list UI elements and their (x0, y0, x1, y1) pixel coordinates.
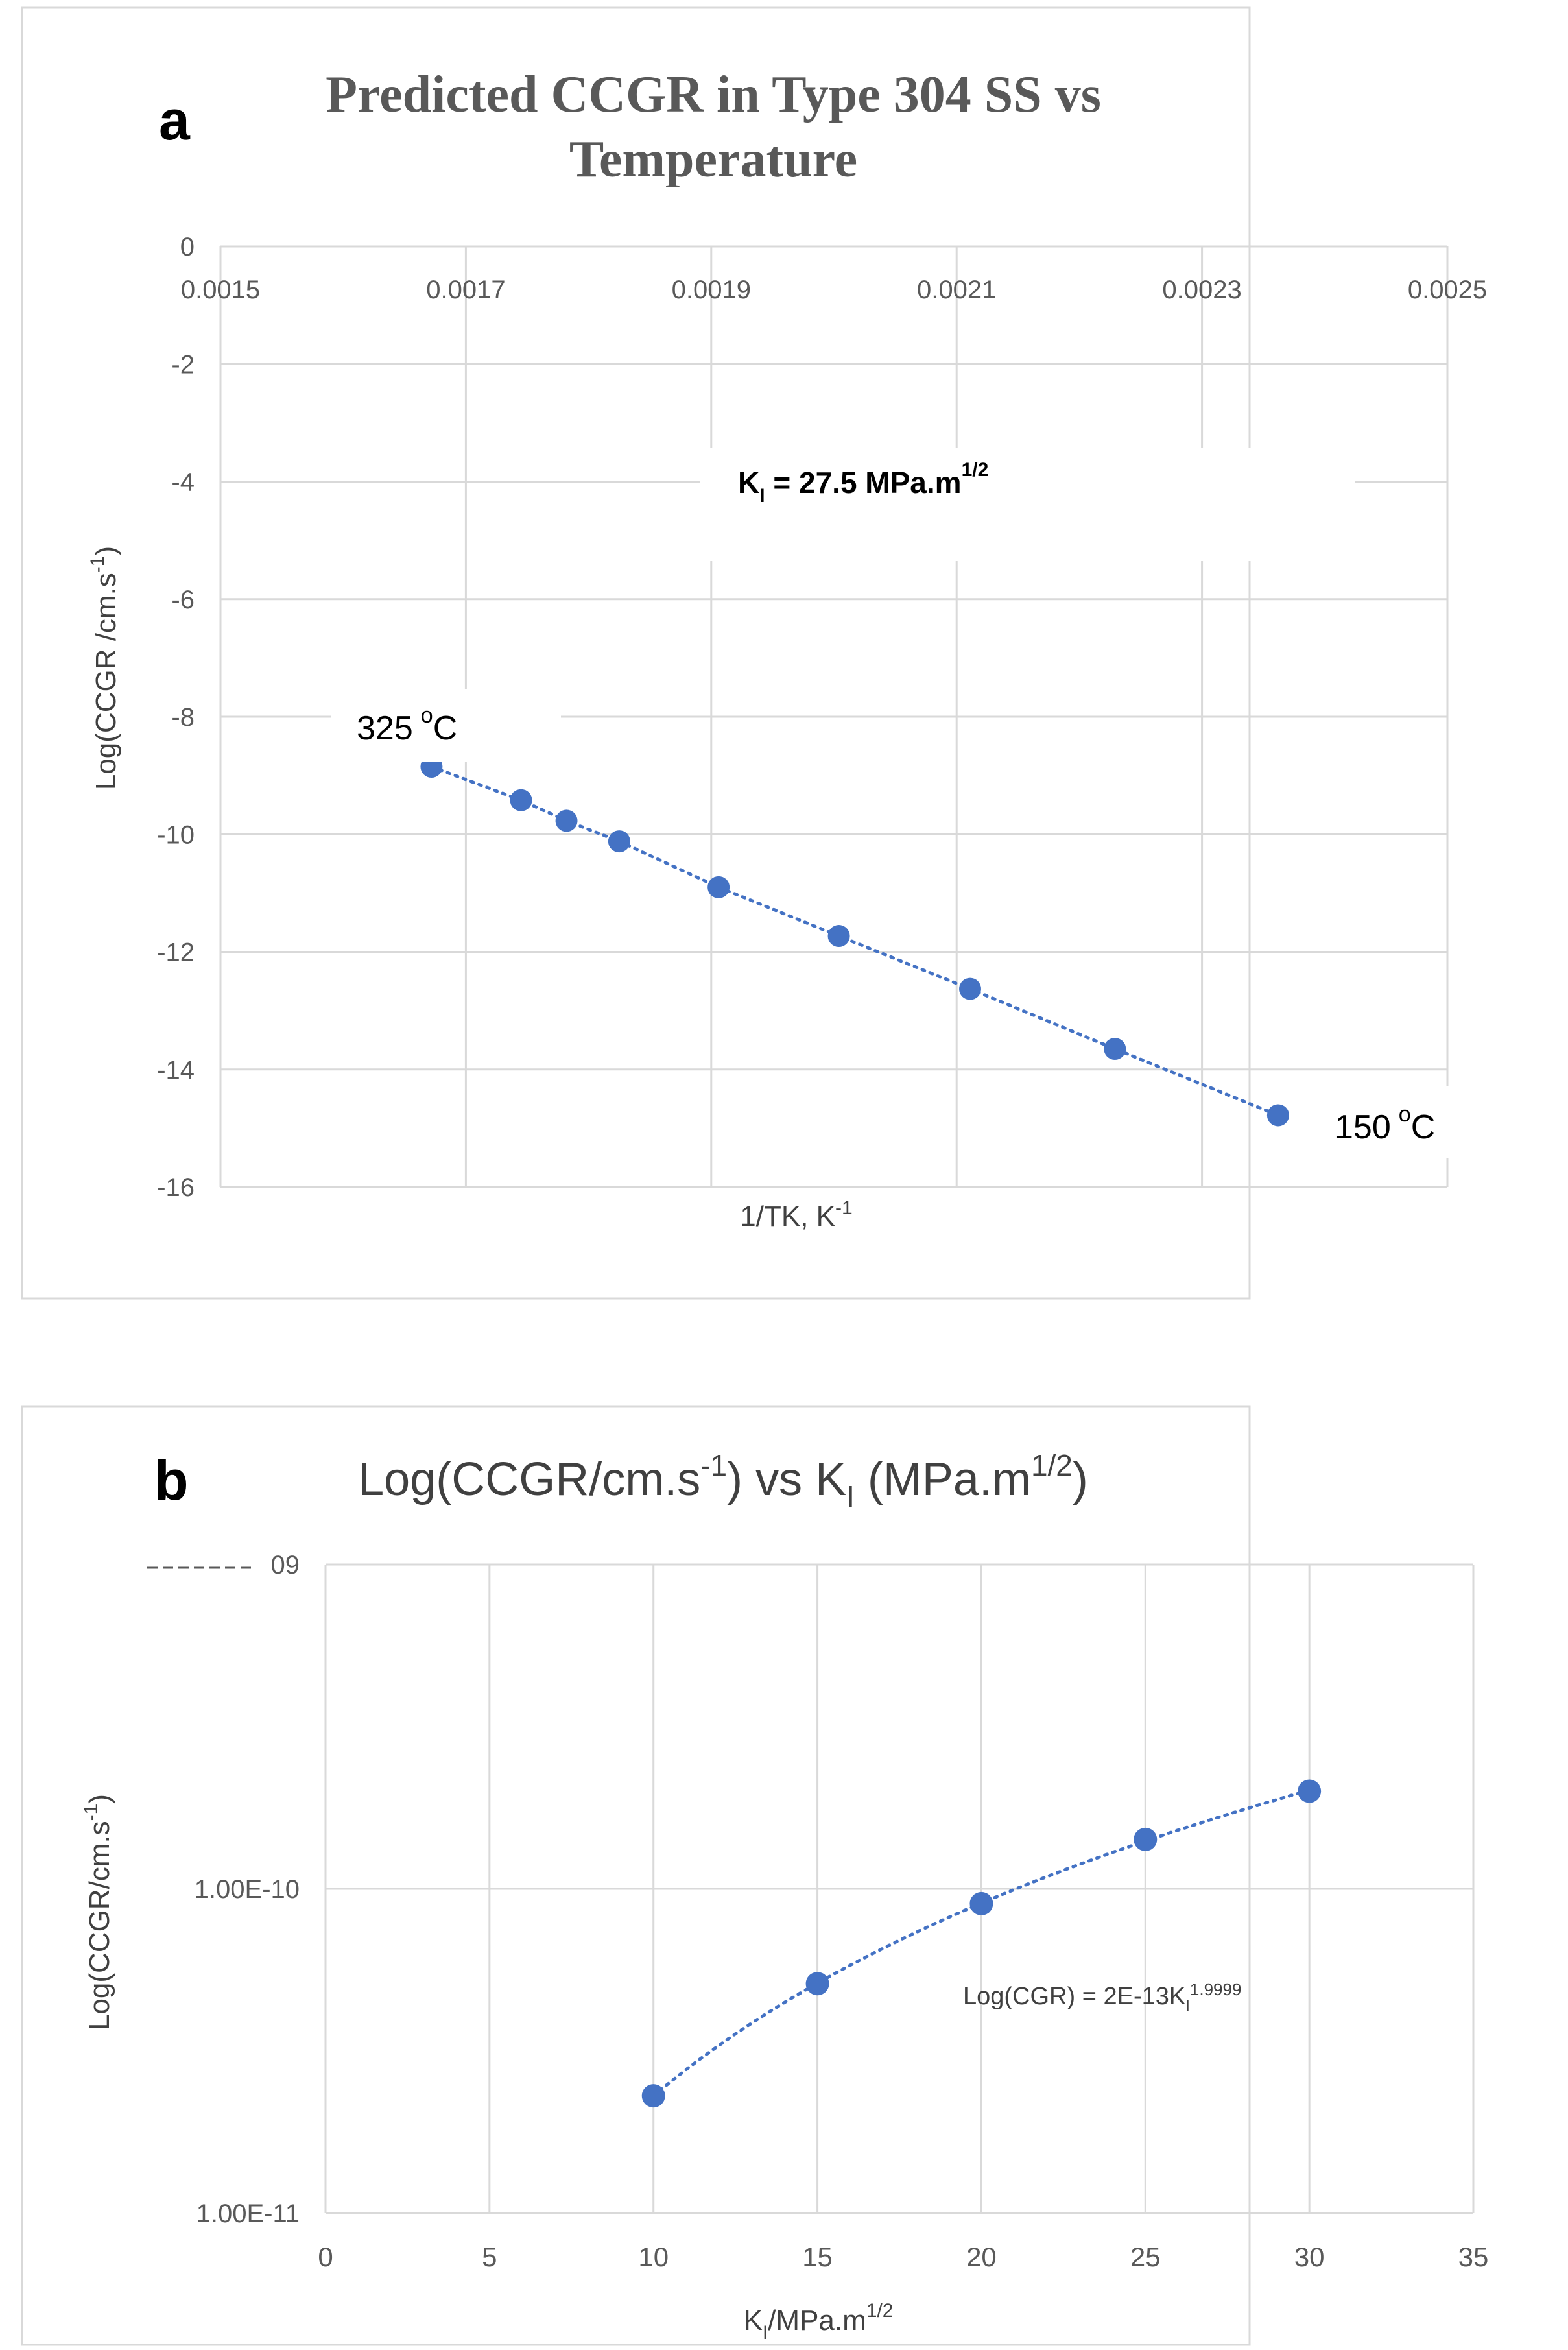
chart-a-data-point (608, 830, 630, 853)
panel-a-frame (21, 6, 1251, 1300)
chart-a-y-tick-label: -8 (171, 703, 195, 732)
chart-a-x-tick-label: 0.0017 (426, 276, 505, 304)
chart-b-gridlines (324, 1563, 1475, 2214)
chart-a-y-tick-label: -16 (157, 1173, 195, 1202)
chart-b-data-point (1134, 1827, 1158, 1851)
chart-a-x-tick-label: 0.0021 (917, 276, 996, 304)
chart-b-y-tick-label-top: 09 (271, 1551, 300, 1579)
chart-b-equation: Log(CGR) = 2E-13KI1.9999 (963, 1980, 1241, 2015)
chart-b-ylabel: Log(CCGR/cm.s-1) (80, 1794, 115, 2030)
chart-a-x-tick-label: 0.0025 (1408, 276, 1487, 304)
chart-a-title-line1: Predicted CCGR in Type 304 SS vs (326, 66, 1101, 123)
chart-a-x-tick-label: 0.0019 (672, 276, 751, 304)
chart-b-data-point (969, 1891, 993, 1915)
chart-a-x-tick-label: 0.0023 (1162, 276, 1241, 304)
chart-b-x-tick-label: 35 (1458, 2242, 1489, 2272)
chart-a-title-line2: Temperature (569, 131, 857, 188)
chart-a-data-point (1104, 1038, 1126, 1061)
chart-a-data-point (510, 789, 532, 811)
ki-annotation: KI = 27.5 MPa.m1/2 (738, 459, 988, 507)
panel-b-frame (21, 1405, 1251, 2346)
chart-a-y-tick-label: -12 (157, 939, 195, 967)
chart-a-y-tick-label: -4 (171, 468, 195, 497)
chart-a-data-point (707, 876, 730, 898)
chart-b-data-point (641, 2084, 665, 2108)
chart-b-title: Log(CCGR/cm.s-1) vs KI (MPa.m1/2) (358, 1448, 1088, 1513)
panel-b-label: b (154, 1450, 189, 1512)
chart-a-data-point (555, 809, 578, 832)
chart-b-x-tick-label: 20 (966, 2242, 997, 2272)
chart-a-y-tick-label: -6 (171, 586, 195, 614)
chart-b-y-tick-label: 1.00E-10 (195, 1875, 300, 1904)
chart-a-y-tick-label: -2 (171, 350, 195, 379)
chart-a-points (420, 756, 1289, 1127)
chart-b-data-point (805, 1972, 829, 1996)
low-temp-label-box (1305, 1086, 1471, 1158)
chart-a-tick-labels: 0.0015 0.0017 0.0019 0.0021 0.0023 0.0025 0 -2 -… (157, 233, 1487, 1202)
chart-a-data-point (1266, 1104, 1289, 1127)
chart-b-data-point (1298, 1779, 1322, 1803)
chart-b-xlabel: KI/MPa.m1/2 (744, 2300, 894, 2344)
chart-b-y-tick-label: 1.00E-11 (196, 2200, 300, 2228)
chart-b-x-tick-label: 15 (802, 2242, 833, 2272)
panel-a: a Predicted CCGR in Type 304 SS vs Tempe… (21, 6, 1487, 1300)
chart-b-x-tick-label: 5 (482, 2242, 497, 2272)
chart-a-y-tick-label: 0 (180, 233, 195, 261)
chart-b-points (641, 1779, 1322, 2108)
chart-a-xlabel: 1/TK, K-1 (740, 1197, 852, 1232)
panel-b: b Log(CCGR/cm.s-1) vs KI (MPa.m1/2) 0 5 10… (21, 1405, 1488, 2346)
chart-b-x-tick-label: 30 (1294, 2242, 1325, 2272)
chart-b-x-tick-label: 0 (318, 2242, 333, 2272)
chart-a-y-tick-label: -14 (157, 1056, 195, 1085)
chart-a-x-tick-label: 0.0015 (181, 276, 260, 304)
chart-a-data-point (959, 977, 982, 1000)
chart-b-tick-labels: 0 5 10 15 20 25 30 35 1.00E-11 1.00E-10 09 (147, 1551, 1488, 2272)
chart-b-x-tick-label: 25 (1130, 2242, 1161, 2272)
high-temp-label: 325 oC (357, 703, 457, 747)
chart-a-y-tick-label: -10 (157, 821, 195, 849)
ki-annotation-box (700, 448, 1355, 561)
panel-a-label: a (159, 90, 191, 152)
chart-b-x-tick-label: 10 (638, 2242, 669, 2272)
low-temp-label: 150 oC (1335, 1102, 1435, 1146)
chart-a-ylabel: Log(CCGR /cm.s-1) (87, 546, 122, 790)
chart-a-data-point (827, 925, 850, 948)
high-temp-label-box (331, 689, 561, 762)
